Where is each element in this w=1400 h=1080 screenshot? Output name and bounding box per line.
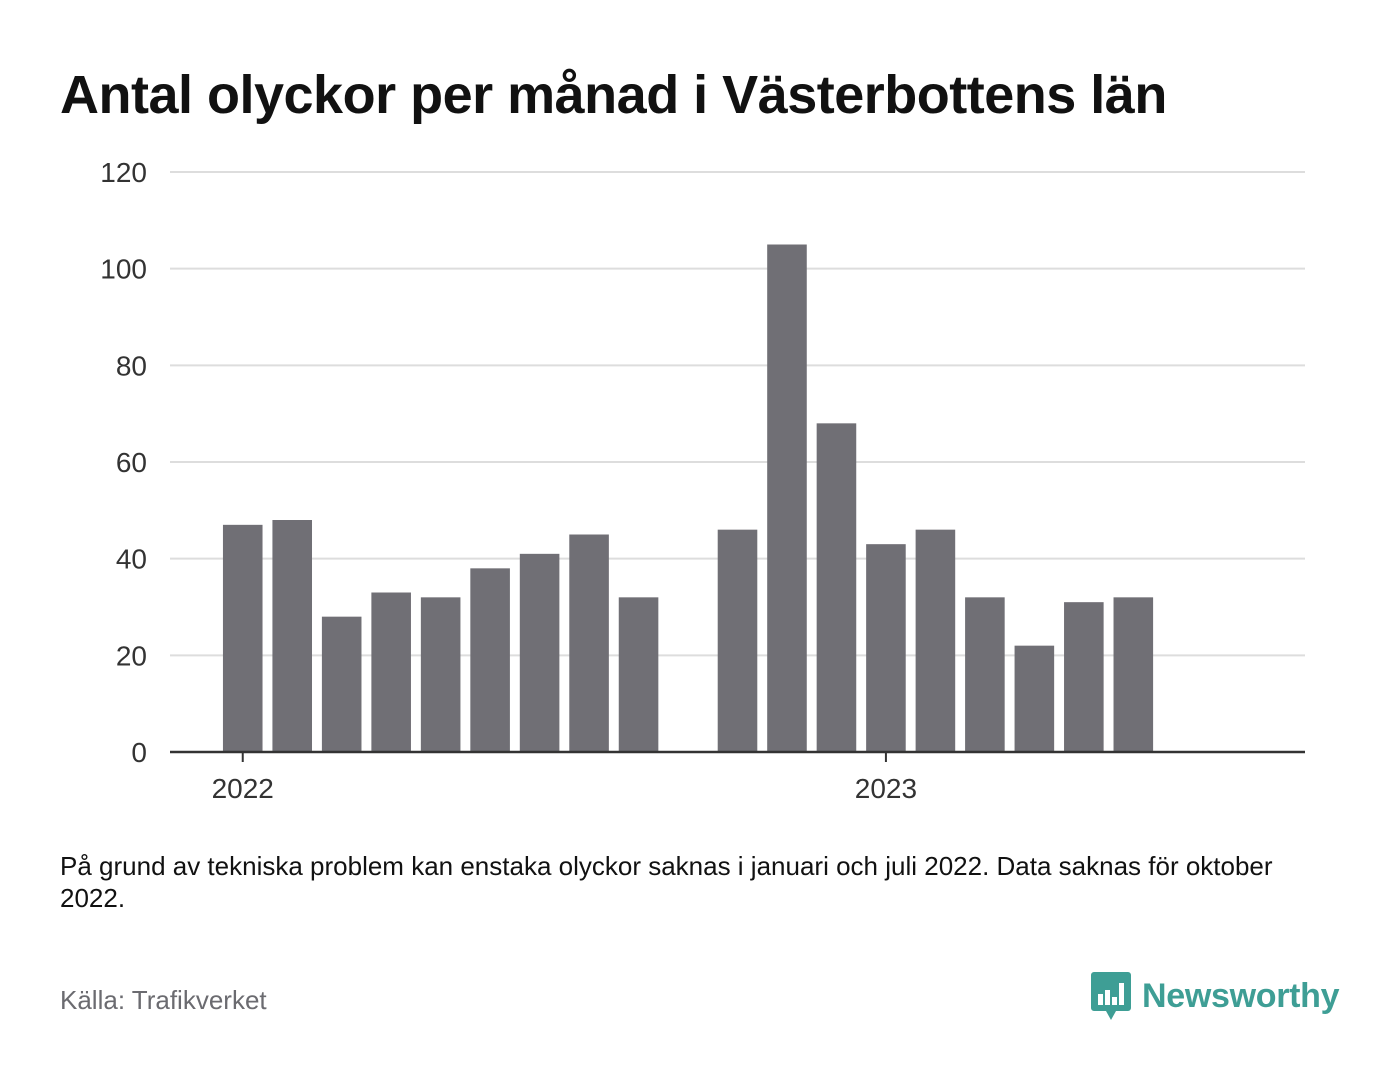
bar [420, 597, 461, 752]
bar [321, 616, 362, 752]
bar [816, 423, 857, 752]
source-credit: Källa: Trafikverket [60, 985, 267, 1015]
bar [569, 534, 609, 752]
bar [1064, 602, 1104, 752]
newsworthy-logo-icon [1091, 972, 1131, 1020]
y-tick-label: 100 [100, 254, 147, 285]
bar-chart: 0 20 40 60 80 100 120 2022 2023 [100, 157, 1305, 804]
bar [272, 520, 313, 752]
y-tick-label: 120 [100, 157, 147, 188]
chart-footnote: På grund av tekniska problem kan enstaka… [60, 851, 1273, 913]
bar [717, 529, 758, 752]
y-tick-label: 20 [116, 640, 147, 671]
bar [222, 524, 263, 752]
y-tick-label: 80 [116, 350, 147, 381]
x-tick-label: 2023 [855, 773, 917, 804]
chart-title: Antal olyckor per månad i Västerbottens … [60, 65, 1167, 125]
newsworthy-brand: Newsworthy [1090, 968, 1340, 1024]
bar [1014, 645, 1055, 752]
x-tick-label: 2022 [212, 773, 274, 804]
bar [618, 597, 659, 752]
brand-name: Newsworthy [1142, 976, 1340, 1015]
bar [519, 553, 560, 752]
bar [965, 597, 1005, 752]
bar [915, 529, 956, 752]
bar [470, 568, 510, 752]
bar [1113, 597, 1154, 752]
bar [866, 544, 906, 752]
y-tick-label: 40 [116, 544, 147, 575]
y-tick-label: 60 [116, 447, 147, 478]
bar [767, 244, 807, 752]
bar [371, 592, 411, 752]
y-tick-label: 0 [131, 737, 147, 768]
